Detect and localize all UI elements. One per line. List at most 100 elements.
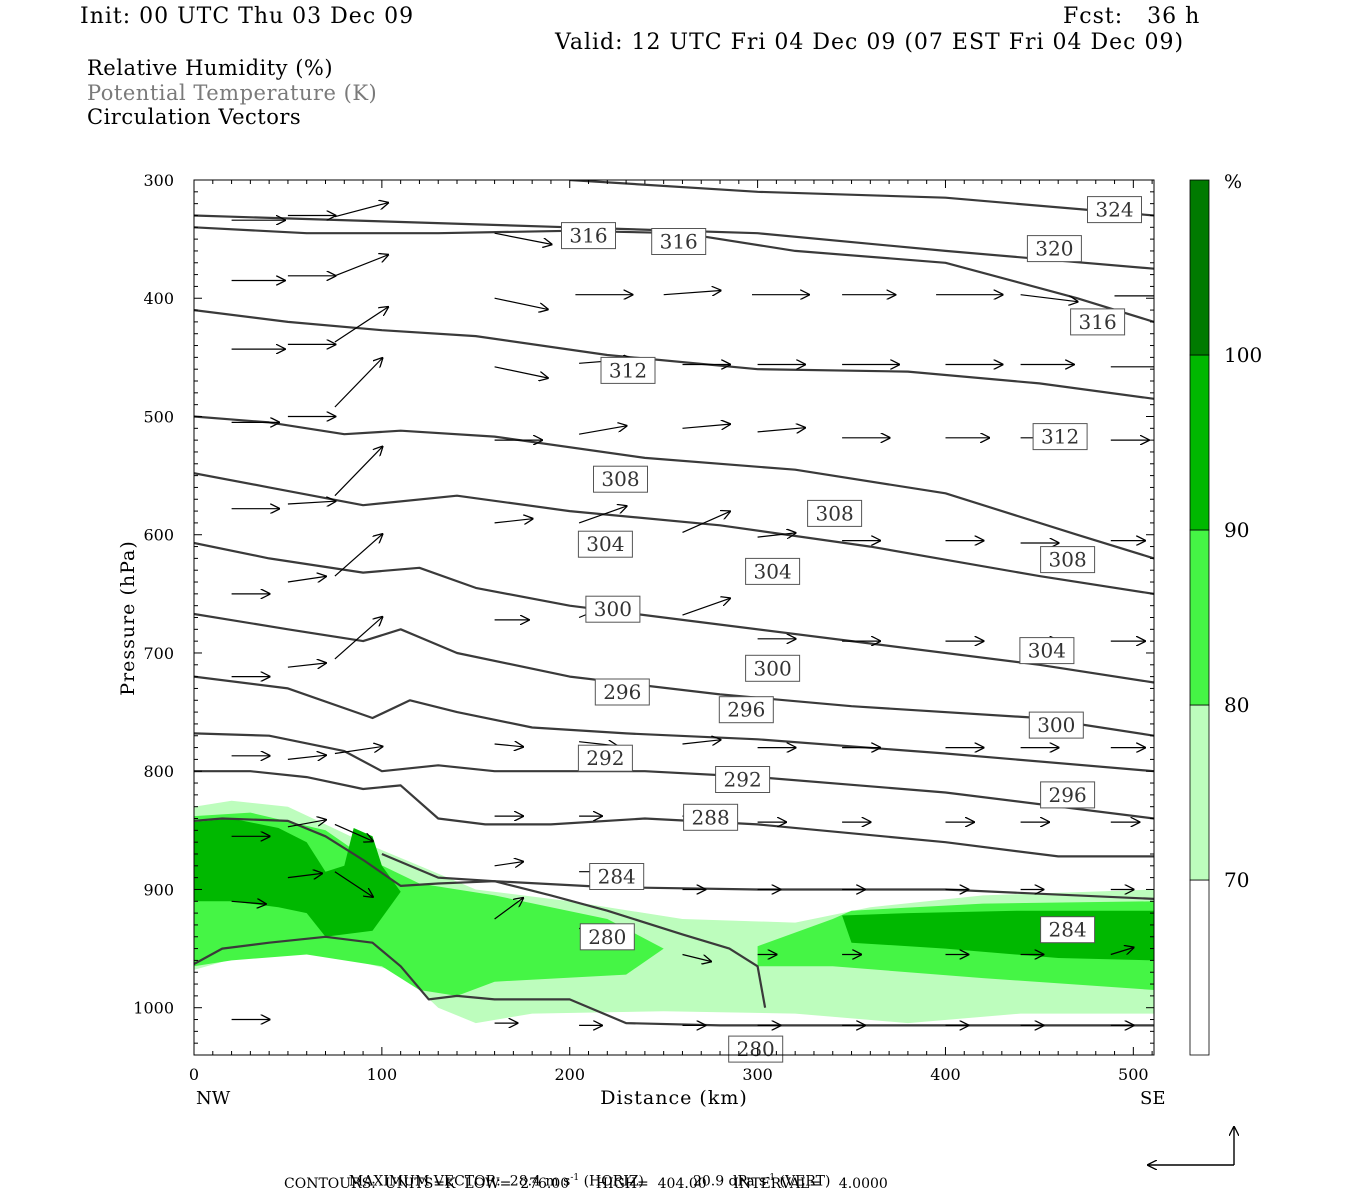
max-vector-horiz-tail: (HORIZ)	[579, 1173, 644, 1190]
legend-rh: Relative Humidity (%)	[87, 56, 334, 80]
rh-fill-layer	[194, 800, 1154, 1024]
circulation-vector	[682, 953, 712, 962]
isentrope-label: 324	[1095, 198, 1133, 222]
colorbar-segment	[1189, 179, 1210, 356]
isentrope-label: 300	[594, 597, 632, 621]
isentrope-label: 288	[692, 805, 730, 829]
circulation-vector	[1110, 948, 1134, 956]
circulation-vector	[334, 447, 383, 497]
isentrope-label-box	[1026, 235, 1082, 263]
isentrope-label-box	[561, 222, 616, 250]
circulation-vector	[682, 511, 731, 533]
circulation-vector	[494, 297, 548, 309]
isentrope-label: 284	[598, 865, 636, 889]
vector-layer	[231, 203, 1154, 1026]
isentrope-label-box	[589, 863, 645, 890]
isentrope-label-box	[577, 744, 633, 772]
axis-layer: 300 400 500 600 700 800 900 1000 0 100 200 300 400 50…	[133, 171, 1154, 1084]
y-axis-title: Pressure (hPa)	[117, 540, 139, 696]
isentrope-label-box	[745, 654, 801, 682]
circulation-vector	[494, 862, 523, 866]
x-axis-title: Distance (km)	[600, 1087, 748, 1109]
isentrope-296	[194, 675, 1154, 773]
isentrope-label-box	[1087, 196, 1142, 224]
isentrope-label-box	[1040, 781, 1096, 809]
x-tick-label: 300	[742, 1065, 773, 1084]
isentrope-label-box	[594, 678, 650, 706]
circulation-vector	[287, 576, 326, 582]
isentrope-label: 308	[816, 501, 854, 525]
isentrope-300	[194, 612, 1154, 737]
isentrope-label: 296	[603, 680, 641, 704]
max-vector-vert: 20.9 dPa s	[692, 1173, 767, 1190]
circulation-vector	[494, 744, 523, 747]
y-tick-label: 500	[143, 407, 174, 426]
colorbar-level-label: 80	[1224, 693, 1249, 717]
x-left-end-label: NW	[196, 1088, 231, 1109]
isentrope-label-box	[1019, 637, 1075, 665]
y-tick-label: 1000	[133, 999, 174, 1018]
isentrope-label: 316	[569, 224, 607, 248]
isentrope-label-box	[651, 228, 707, 255]
x-tick-label: 200	[554, 1065, 585, 1084]
circulation-vector	[287, 755, 326, 759]
colorbar-level-label: 90	[1224, 518, 1249, 542]
circulation-vector	[287, 501, 336, 504]
circulation-vector	[334, 358, 383, 408]
isentrope-label-box	[1028, 711, 1084, 739]
isentrope-label-box	[600, 356, 656, 384]
isentrope-label: 280	[737, 1037, 775, 1061]
y-tick-label: 700	[143, 644, 174, 663]
isentrope-312	[194, 415, 1154, 560]
circulation-vector	[334, 617, 383, 660]
x-tick-label: 500	[1118, 1065, 1149, 1084]
circulation-vector	[494, 519, 533, 523]
isentrope-label-box	[579, 923, 635, 951]
max-vector-vert-tail: (VERT)	[775, 1173, 831, 1190]
x-tick-label: 400	[930, 1065, 961, 1084]
isentrope-label: 308	[601, 467, 639, 491]
isentrope-label-box	[718, 696, 774, 724]
isentrope-label-box	[715, 766, 771, 793]
forecast-hour: Fcst: 36 h	[1063, 4, 1201, 29]
isentrope-label: 300	[754, 656, 792, 680]
isentrope-label-box	[1040, 916, 1096, 944]
isentrope-308	[194, 472, 1154, 595]
isentrope-label: 296	[1049, 783, 1087, 807]
isentrope-label: 284	[1049, 918, 1087, 942]
circulation-vector	[494, 366, 548, 378]
legend-theta: Potential Temperature (K)	[87, 81, 378, 105]
colorbar: 70 80 90 100	[1189, 179, 1262, 1056]
circulation-vector	[287, 820, 326, 828]
isentrope-label: 304	[586, 532, 624, 556]
isentrope-label: 292	[724, 768, 762, 792]
y-tick-label: 800	[143, 762, 174, 781]
circulation-vector	[682, 424, 731, 428]
circulation-vector	[334, 871, 373, 897]
isentrope-label: 280	[588, 925, 626, 949]
isentrope-label: 316	[660, 230, 698, 254]
isentrope-label-box	[577, 530, 633, 558]
y-tick-label: 900	[143, 880, 174, 899]
isentrope-label-box	[585, 595, 641, 623]
max-vector-line: MAXIMUM VECTOR: 28.4 m s-1 (HORIZ) 20.9 …	[340, 1157, 831, 1190]
colorbar-level-label: 70	[1224, 868, 1249, 892]
circulation-vector	[578, 426, 627, 435]
isentrope-label: 312	[609, 358, 647, 382]
isentrope-label: 304	[1028, 639, 1066, 663]
isentrope-label-box	[745, 557, 801, 585]
y-tick-label: 400	[143, 289, 174, 308]
isentrope-284	[194, 817, 1154, 900]
circulation-vector	[334, 307, 388, 343]
isentrope-label-box	[1070, 308, 1126, 336]
circulation-vector	[334, 255, 388, 277]
isentrope-label-box	[683, 803, 739, 831]
circulation-vector	[287, 663, 326, 667]
circulation-vector	[231, 901, 266, 904]
isentrope-label: 312	[1041, 425, 1079, 449]
circulation-vector	[682, 598, 731, 616]
isentrope-label: 316	[1079, 310, 1117, 334]
valid-time: Valid: 12 UTC Fri 04 Dec 09 (07 EST Fri …	[555, 30, 1185, 55]
circulation-vector	[494, 898, 523, 920]
